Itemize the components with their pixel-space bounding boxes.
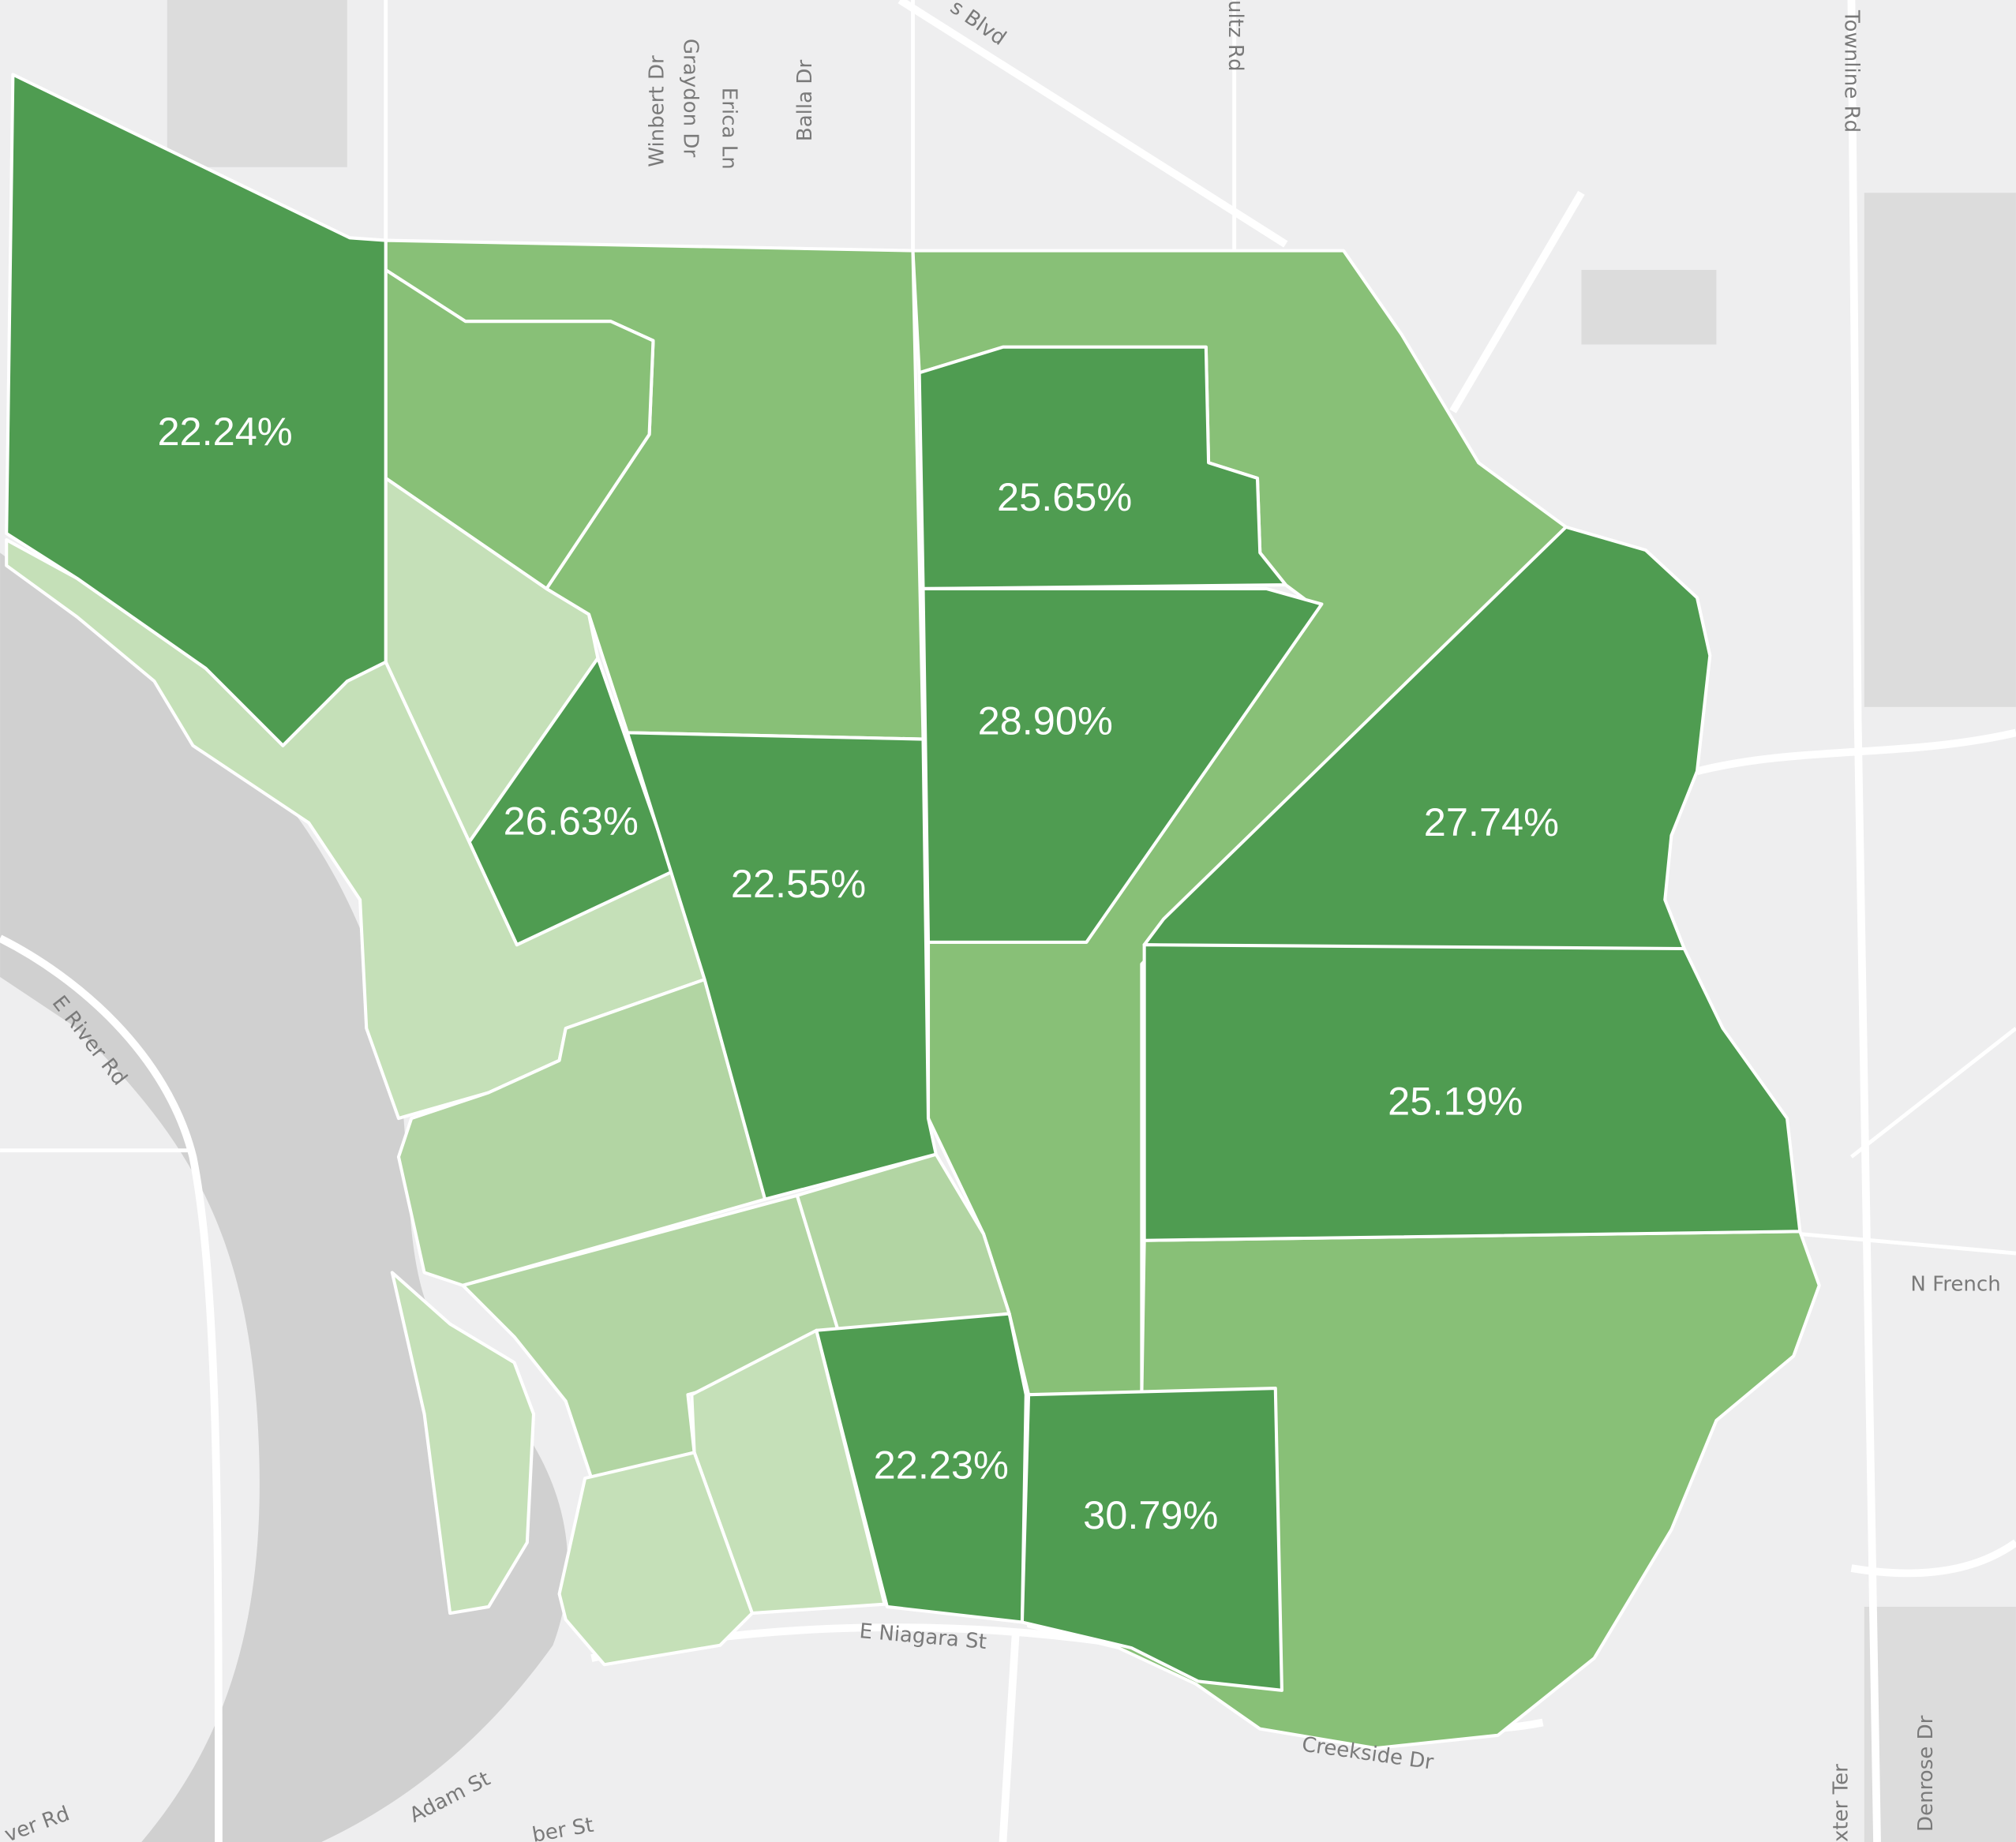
region-label: 25.65% [997,474,1132,519]
region-labels: 22.24% 25.65% 28.90% 26.63% 22.55% 27.74… [157,409,1559,1537]
street-label: Graydon Dr [679,39,703,158]
region [690,1328,886,1615]
region-label: 22.55% [731,861,866,906]
street-label: Balla Dr [793,60,817,142]
street-label: Erica Ln [717,88,740,170]
region [5,73,388,747]
region [557,1451,754,1667]
region [390,1271,536,1615]
street-label: xter Ter [1830,1764,1853,1842]
region [1142,943,1802,1242]
region [1020,1387,1283,1692]
region [1142,525,1712,951]
street-label: Townline Rd [1839,9,1863,133]
regions [5,73,1821,1750]
region-label: 27.74% [1424,799,1559,844]
region [396,978,767,1287]
street-label: N French [1910,1272,2000,1296]
region-label: 22.23% [874,1442,1009,1487]
region-label: 26.63% [504,798,639,843]
street-label: Winbert Dr [645,55,669,167]
region-label: 28.90% [978,698,1113,743]
street-label: ultz Rd [1223,0,1247,72]
region-label: 25.19% [1388,1078,1523,1123]
region-label: 22.24% [157,409,292,454]
street-label: Denrose Dr [1914,1715,1938,1832]
region [625,731,938,1201]
region-label: 30.79% [1083,1492,1218,1537]
region [921,586,1324,944]
